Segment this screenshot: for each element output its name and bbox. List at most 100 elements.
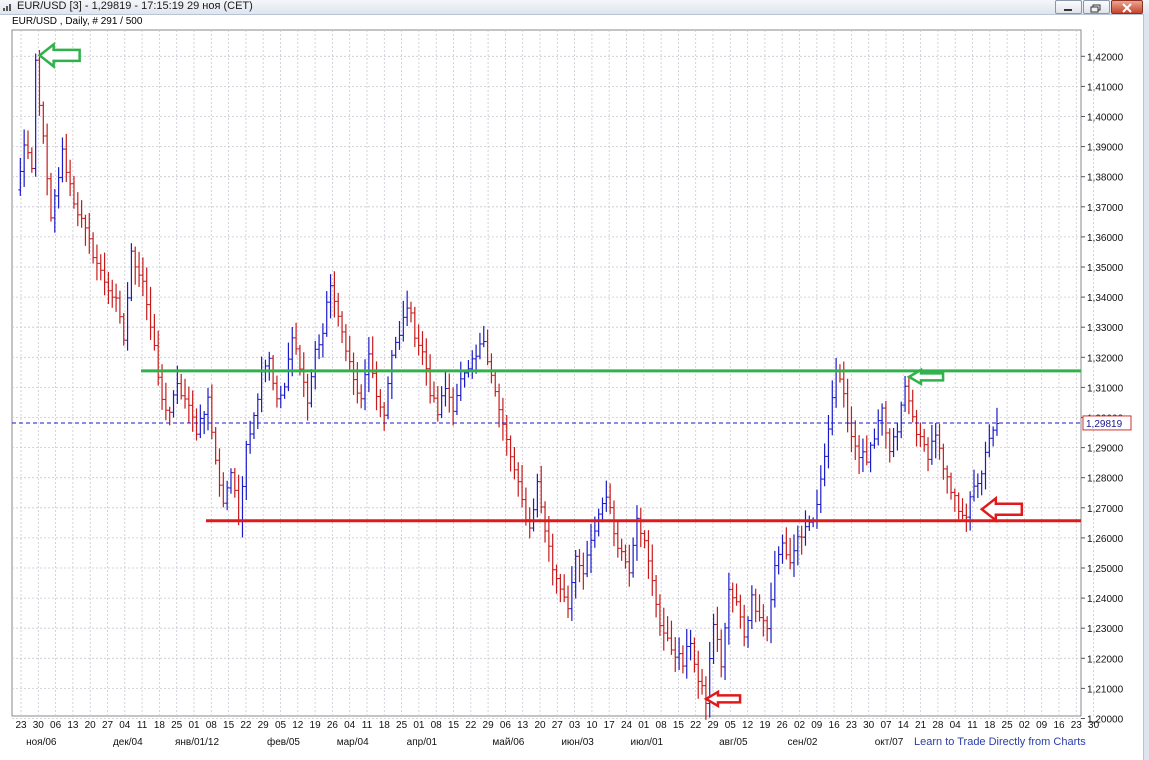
ohlc-bar [822, 443, 827, 487]
ohlc-bar [439, 386, 444, 419]
ohlc-bar [466, 360, 471, 378]
ohlc-bar [137, 251, 142, 287]
ohlc-bar [638, 507, 643, 548]
x-tick-label: 23 [15, 720, 27, 731]
ohlc-bar [983, 441, 988, 490]
ohlc-bar [765, 616, 770, 642]
ohlc-bar [420, 331, 425, 365]
x-month-label: июн/03 [561, 737, 594, 748]
x-tick-label: 11 [362, 720, 373, 731]
ohlc-bar [443, 371, 448, 407]
ohlc-bar [611, 500, 616, 547]
ohlc-bar [642, 530, 647, 549]
x-tick-label: 28 [932, 720, 944, 731]
ohlc-bar [25, 130, 30, 160]
x-tick-label: 04 [344, 720, 356, 731]
learn-link[interactable]: Learn to Trade Directly from Charts [914, 736, 1086, 748]
ohlc-bar [347, 335, 352, 372]
minimize-button[interactable] [1055, 0, 1082, 14]
x-tick-label: 02 [794, 720, 806, 731]
close-button[interactable] [1111, 0, 1143, 14]
ohlc-bar [964, 503, 969, 532]
ohlc-bar [726, 572, 731, 645]
x-tick-label: 11 [967, 720, 978, 731]
x-tick-label: 23 [846, 720, 858, 731]
ohlc-bar [849, 406, 854, 453]
ohlc-bar [144, 267, 149, 321]
x-tick-label: 22 [690, 720, 702, 731]
ohlc-bar [857, 435, 862, 474]
ohlc-bar [497, 383, 502, 428]
maximize-button[interactable] [1083, 0, 1110, 14]
ohlc-bar [167, 406, 172, 426]
x-tick-label: 03 [569, 720, 581, 731]
x-tick-label: 23 [1071, 720, 1083, 731]
ohlc-bar [734, 583, 739, 606]
ohlc-bar [366, 337, 371, 393]
arrow-marker-green [906, 367, 945, 387]
window-titlebar: EUR/USD [3] - 1,29819 - 17:15:19 29 ноя … [0, 0, 1149, 15]
ohlc-bar [458, 361, 463, 401]
y-tick-label: 1,20000 [1087, 715, 1124, 726]
close-icon [1122, 3, 1132, 13]
ohlc-bar [94, 244, 99, 281]
x-tick-label: 20 [85, 720, 97, 731]
x-tick-label: 01 [413, 720, 425, 731]
x-tick-label: 12 [292, 720, 304, 731]
ohlc-bar [945, 465, 950, 494]
ohlc-bar [665, 616, 670, 642]
x-tick-label: 24 [621, 720, 633, 731]
ohlc-bar [163, 382, 168, 421]
x-tick-label: 27 [102, 720, 114, 731]
ohlc-bar [29, 147, 34, 173]
x-month-label: окт/07 [875, 737, 904, 748]
x-month-label: сен/02 [788, 737, 818, 748]
ohlc-bar [324, 291, 329, 337]
x-tick-label: 06 [500, 720, 512, 731]
ohlc-bar [213, 426, 218, 465]
x-tick-label: 11 [137, 720, 148, 731]
ohlc-bar [282, 382, 287, 399]
ohlc-bar [569, 566, 574, 621]
ohlc-bar [359, 384, 364, 409]
x-tick-label: 09 [811, 720, 823, 731]
ohlc-bar [485, 329, 490, 366]
ohlc-bar [428, 354, 433, 404]
ohlc-bar [684, 628, 689, 679]
y-tick-label: 1,22000 [1087, 654, 1124, 665]
y-tick-label: 1,37000 [1087, 203, 1124, 214]
x-month-label: янв/01/12 [175, 737, 219, 748]
ohlc-bar [615, 521, 620, 558]
y-tick-label: 1,21000 [1087, 684, 1124, 695]
ohlc-bar [190, 390, 195, 432]
chart-app-icon[interactable] [3, 2, 13, 11]
x-tick-label: 29 [483, 720, 495, 731]
ohlc-bar [929, 424, 934, 465]
x-tick-label: 22 [240, 720, 252, 731]
ohlc-bar [872, 428, 877, 449]
ohlc-bar [512, 447, 517, 480]
y-tick-label: 1,23000 [1087, 624, 1124, 635]
ohlc-bar [654, 574, 659, 618]
ohlc-bar [408, 301, 413, 323]
x-tick-label: 06 [50, 720, 62, 731]
ohlc-bar [577, 549, 582, 583]
ohlc-bar [71, 175, 76, 209]
ohlc-bar [447, 373, 452, 413]
x-tick-label: 18 [154, 720, 166, 731]
ohlc-bar [117, 290, 122, 324]
ohlc-bar [489, 353, 494, 384]
ohlc-bar [294, 322, 299, 355]
ohlc-bar [784, 527, 789, 560]
x-month-label: авг/05 [719, 737, 748, 748]
ohlc-bar [171, 390, 176, 418]
window-frame [1143, 14, 1149, 760]
ohlc-bar [573, 550, 578, 599]
ohlc-bar [156, 330, 161, 386]
ohlc-bar [830, 380, 835, 436]
ohlc-bar [738, 594, 743, 629]
ohlc-bar [657, 594, 662, 636]
ohlc-bar [317, 334, 322, 360]
ohlc-bar [508, 435, 513, 472]
